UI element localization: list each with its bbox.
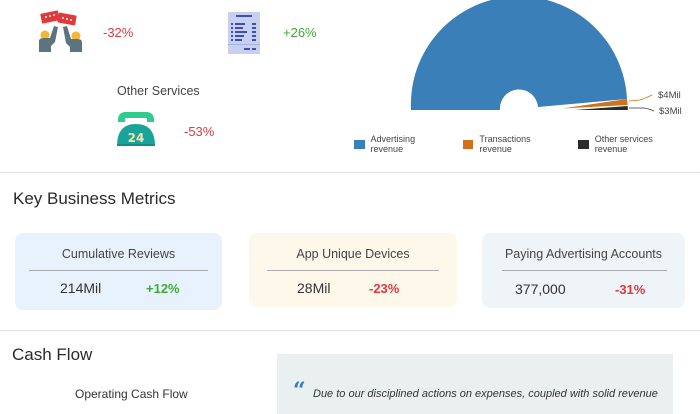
metric-change: -23% (369, 281, 400, 296)
quote-text: Due to our disciplined actions on expens… (313, 388, 658, 400)
other-services-label: Other Services (117, 84, 200, 98)
section-divider (0, 330, 700, 331)
metric-title: App Unique Devices (296, 247, 410, 261)
slice-transactions[interactable] (562, 99, 628, 109)
key-metrics-title: Key Business Metrics (13, 189, 176, 208)
metric-title: Paying Advertising Accounts (504, 247, 663, 261)
legend-swatch-other (578, 139, 589, 149)
revenue-item-advertising (36, 8, 86, 54)
svg-text:24: 24 (128, 131, 145, 145)
metric-divider (267, 270, 439, 271)
other-label-leader (629, 107, 655, 112)
cash-flow-title: Cash Flow (12, 345, 93, 364)
metric-value: 214Mil (60, 280, 102, 296)
chart-legend: Advertising revenue Transactions revenue… (354, 134, 700, 154)
transactions-change: +26% (283, 25, 317, 40)
metric-change: +12% (146, 281, 180, 296)
legend-label-advertising: Advertising revenue (370, 134, 416, 154)
metric-divider (29, 270, 208, 271)
quote-box: “ Due to our disciplined actions on expe… (277, 354, 673, 414)
metric-value: 377,000 (515, 281, 566, 297)
revenue-item-transactions (228, 12, 260, 54)
slice-other[interactable] (575, 106, 628, 110)
metric-change: -31% (615, 282, 646, 297)
legend-swatch-transactions (462, 139, 474, 149)
receipt-icon (228, 12, 260, 54)
other-value-label: $3Mil (659, 106, 682, 117)
operating-cash-flow-label: Operating Cash Flow (75, 387, 188, 401)
metric-card-cumulative-reviews: Cumulative Reviews 214Mil +12% (15, 233, 222, 310)
legend-label-transactions: Transactions revenue (479, 134, 531, 154)
other-services-change: -53% (184, 124, 215, 139)
slice-advertising[interactable] (410, 0, 627, 110)
metric-card-app-unique-devices: App Unique Devices 28Mil -23% (249, 233, 457, 307)
metric-value: 28Mil (297, 280, 331, 296)
revenue-item-other-services: 24 (116, 112, 156, 146)
legend-item-advertising[interactable]: Advertising revenue (354, 134, 447, 154)
transactions-label-leader (628, 94, 653, 102)
metric-divider (502, 270, 667, 271)
quote-mark-icon: “ (293, 378, 306, 404)
legend-item-transactions[interactable]: Transactions revenue (462, 134, 562, 154)
phone-24-icon: 24 (117, 112, 155, 146)
transactions-value-label: $4Mil (658, 90, 681, 101)
section-divider (0, 172, 700, 173)
metric-title: Cumulative Reviews (61, 247, 176, 261)
legend-item-other[interactable]: Other services revenue (578, 134, 684, 154)
advertising-change: -32% (103, 25, 134, 40)
metric-card-paying-advertising-accounts: Paying Advertising Accounts 377,000 -31% (482, 233, 685, 308)
legend-swatch-advertising (354, 139, 365, 149)
legend-label-other: Other services revenue (594, 134, 653, 154)
revenue-semi-donut-chart (410, 0, 655, 112)
review-signs-icon (39, 10, 82, 52)
